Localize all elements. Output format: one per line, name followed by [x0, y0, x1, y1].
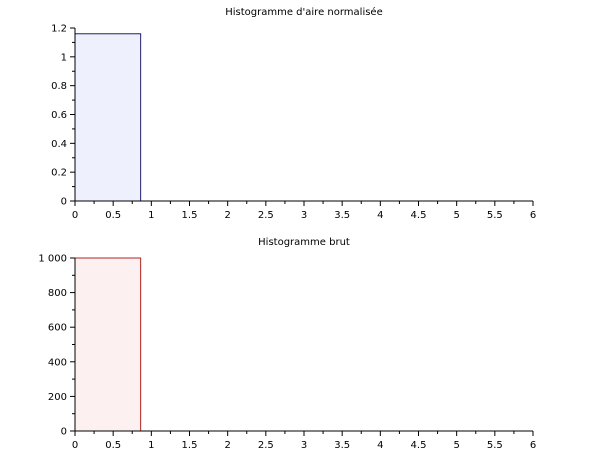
raw-histogram-x-tick-label: 4.5 [411, 440, 427, 451]
raw-histogram-ticks: 0 0.5 1 1.5 2 2.5 3 3.5 4 4.5 5 5.5 6 0 200 400 600 800 1 … [38, 254, 536, 452]
raw-histogram-x-tick-label: 3.5 [334, 440, 350, 451]
raw-histogram-panel: Histogramme brut 0 0.5 1 1.5 2 2.5 3 3.5 4 4.5 5 5.… [38, 237, 536, 451]
normalized-histogram-y-tick-label: 0.2 [51, 168, 67, 179]
raw-histogram-bar-0 [74, 257, 142, 432]
normalized-histogram-title: Histogramme d'aire normalisée [225, 6, 383, 18]
raw-histogram-x-tick-label: 1.5 [182, 440, 198, 451]
normalized-histogram-y-tick-label: 0 [61, 197, 67, 208]
raw-histogram-y-tick-label: 800 [48, 288, 67, 299]
normalized-histogram-x-tick-label: 0.5 [105, 210, 121, 221]
normalized-histogram-y-tick-label: 1 [61, 52, 67, 63]
normalized-histogram-x-tick-label: 2 [224, 210, 230, 221]
normalized-histogram-x-tick-label: 3 [301, 210, 307, 221]
normalized-histogram-x-tick-label: 2.5 [258, 210, 274, 221]
normalized-histogram-x-tick-label: 3.5 [334, 210, 350, 221]
raw-histogram-y-tick-label: 200 [48, 392, 67, 403]
normalized-histogram-x-tick-label: 6 [530, 210, 536, 221]
raw-histogram-x-tick-label: 2.5 [258, 440, 274, 451]
normalized-histogram-bars [74, 33, 142, 202]
raw-histogram-axes [74, 258, 533, 432]
raw-histogram-y-tick-label: 600 [48, 323, 67, 334]
normalized-histogram-y-tick-label: 0.6 [51, 110, 67, 121]
normalized-histogram-y-tick-label: 0.8 [51, 81, 67, 92]
raw-histogram-x-tick-label: 1 [148, 440, 154, 451]
raw-histogram-title: Histogramme brut [258, 237, 350, 248]
normalized-histogram-y-tick-label: 1.2 [51, 24, 67, 35]
raw-histogram-x-tick-label: 0.5 [105, 440, 121, 451]
normalized-histogram-bar-0 [74, 33, 142, 202]
raw-histogram-x-tick-label: 4 [377, 440, 383, 451]
normalized-histogram-x-tick-label: 4.5 [411, 210, 427, 221]
normalized-histogram-x-tick-label: 1 [148, 210, 154, 221]
raw-histogram-x-tick-label: 5.5 [487, 440, 503, 451]
raw-histogram-bars [74, 257, 142, 432]
normalized-histogram-x-tick-label: 0 [72, 210, 78, 221]
normalized-histogram-x-tick-label: 5 [453, 210, 459, 221]
normalized-histogram-x-tick-label: 5.5 [487, 210, 503, 221]
raw-histogram-y-tick-label: 0 [61, 427, 67, 438]
normalized-histogram-panel: Histogramme d'aire normalisée 0 0.5 1 1.5 2 2… [51, 6, 536, 221]
raw-histogram-x-tick-label: 6 [530, 440, 536, 451]
normalized-histogram-axes [74, 28, 533, 202]
normalized-histogram-ticks: 0 0.5 1 1.5 2 2.5 3 3.5 4 4.5 5 5.5 6 0 0.2 0.4 0.6 0.8 1 1… [51, 24, 536, 222]
normalized-histogram-x-tick-label: 1.5 [182, 210, 198, 221]
raw-histogram-x-tick-label: 5 [453, 440, 459, 451]
raw-histogram-x-tick-label: 0 [72, 440, 78, 451]
raw-histogram-y-tick-label: 400 [48, 357, 67, 368]
raw-histogram-y-tick-label: 1 000 [38, 254, 67, 265]
normalized-histogram-x-tick-label: 4 [377, 210, 383, 221]
normalized-histogram-y-tick-label: 0.4 [51, 139, 67, 150]
raw-histogram-x-tick-label: 2 [224, 440, 230, 451]
raw-histogram-x-tick-label: 3 [301, 440, 307, 451]
